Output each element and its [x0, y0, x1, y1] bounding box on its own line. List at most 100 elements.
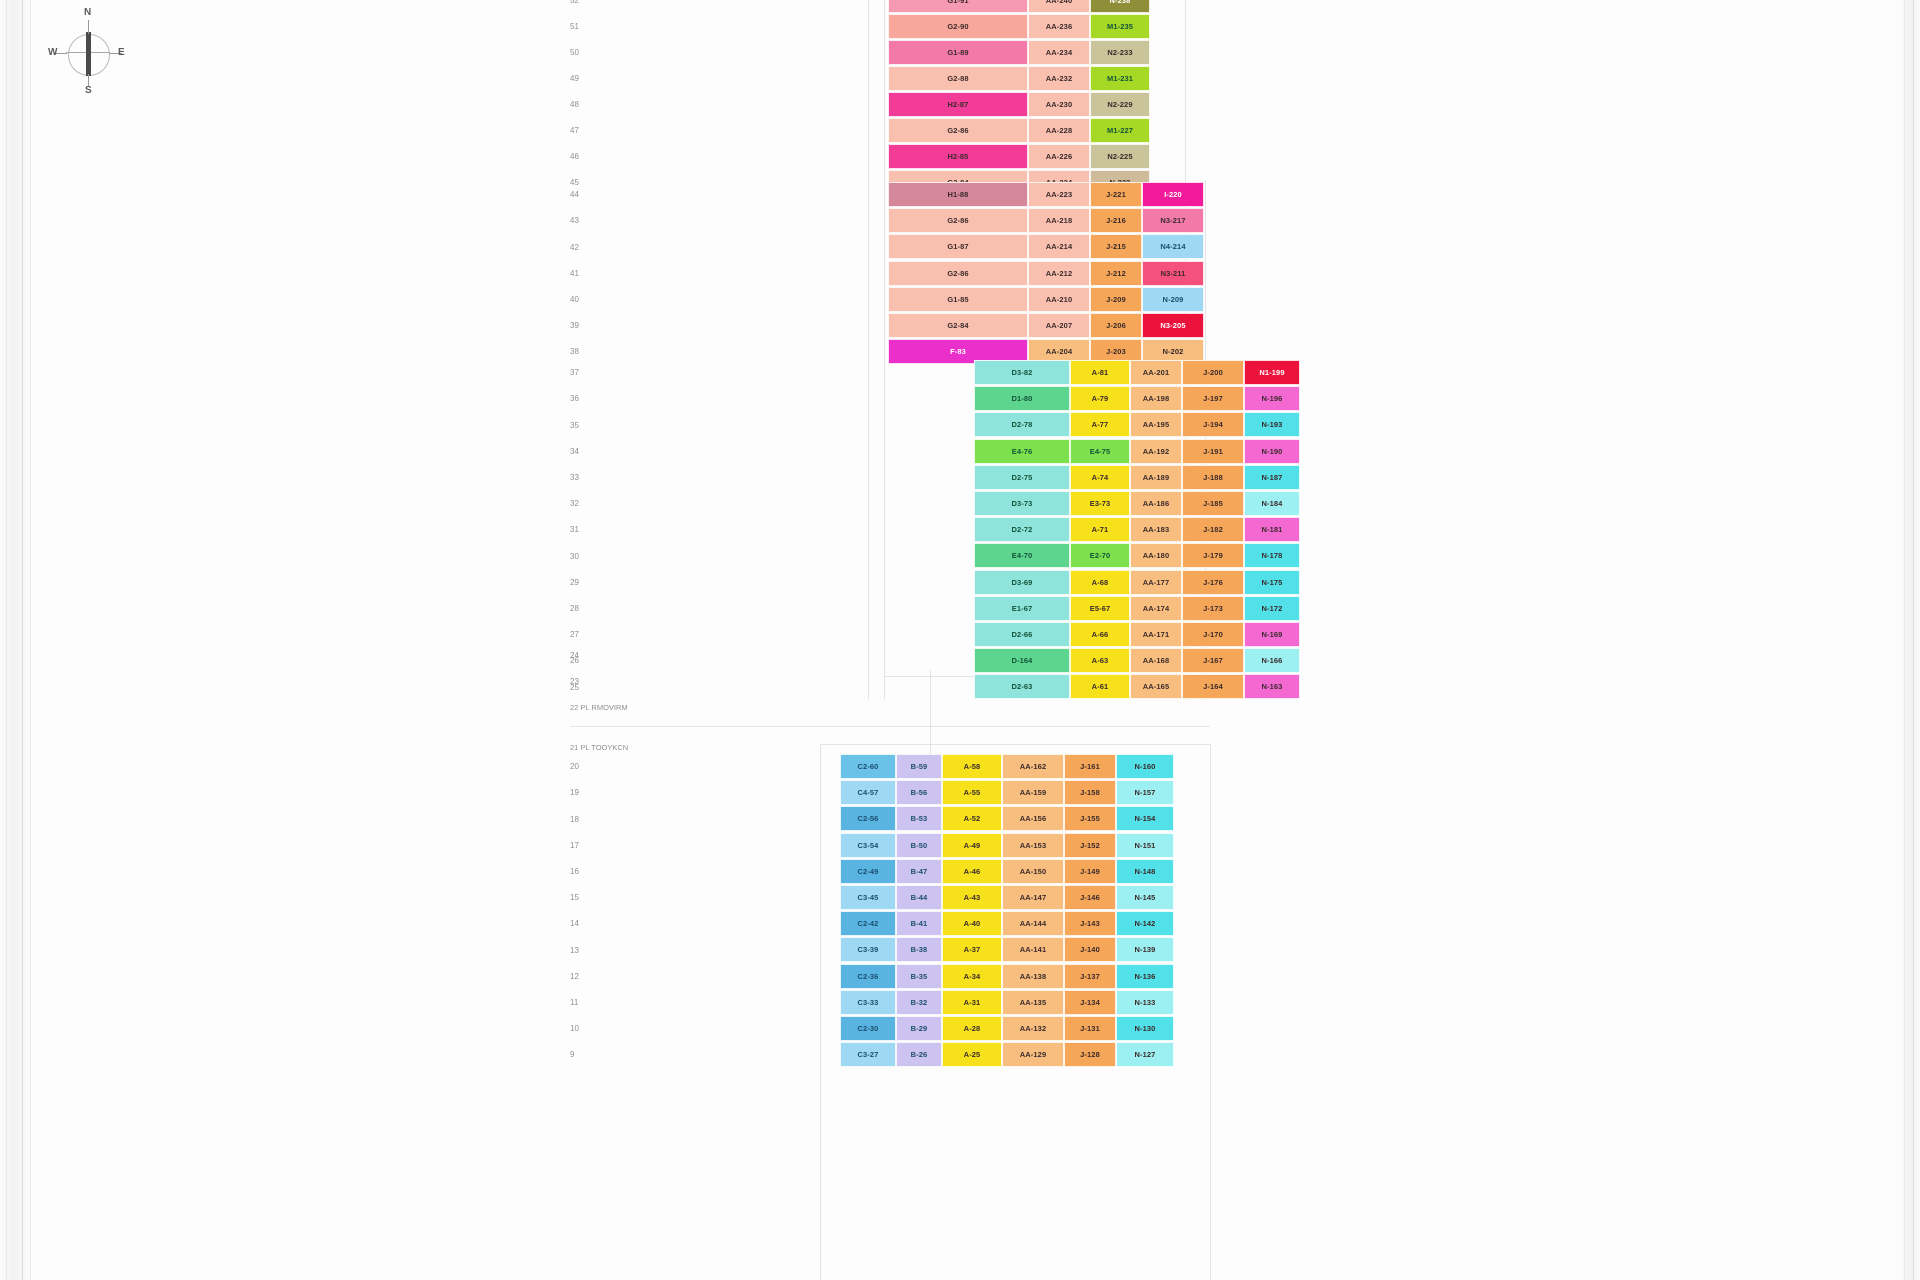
plot-cell[interactable]: AA-129 [1002, 1042, 1064, 1068]
plot-cell[interactable]: N2-233 [1090, 40, 1150, 65]
plot-cell[interactable]: N-151 [1116, 832, 1174, 858]
plot-cell[interactable]: C2-60 [840, 754, 896, 779]
plot-cell[interactable]: G1-89 [888, 40, 1028, 65]
plot-cell[interactable]: J-170 [1182, 622, 1244, 647]
plot-cell[interactable]: N-139 [1116, 937, 1174, 963]
table-row[interactable]: E1-67 E5-67 AA-174 J-173 N-172 [868, 595, 1300, 621]
plot-cell[interactable]: M1-235 [1090, 14, 1150, 39]
plot-cell[interactable]: D-164 [974, 648, 1070, 674]
plot-cell[interactable]: E5-67 [1070, 595, 1130, 621]
plot-cell[interactable]: AA-236 [1028, 14, 1090, 39]
plot-cell[interactable]: J-146 [1064, 885, 1116, 910]
plot-cell[interactable]: A-66 [1070, 622, 1130, 647]
plot-cell[interactable]: J-158 [1064, 780, 1116, 806]
plot-cell[interactable]: A-37 [942, 937, 1002, 963]
table-row[interactable]: C2-30 B-29 A-28 AA-132 J-131 N-130 [840, 1016, 1174, 1041]
plot-cell[interactable]: N1-199 [1244, 360, 1300, 385]
plot-cell[interactable]: C3-54 [840, 832, 896, 858]
plot-cell[interactable]: G2-86 [888, 260, 1028, 286]
plot-cell[interactable]: C2-36 [840, 963, 896, 989]
plot-cell[interactable]: N-163 [1244, 674, 1300, 700]
plot-cell[interactable]: D1-80 [974, 386, 1070, 412]
plot-cell[interactable]: AA-138 [1002, 963, 1064, 989]
plot-cell[interactable]: N-130 [1116, 1016, 1174, 1041]
plot-cell[interactable]: N-157 [1116, 780, 1174, 806]
plot-cell[interactable]: AA-226 [1028, 144, 1090, 169]
plot-cell[interactable]: N-178 [1244, 543, 1300, 569]
plot-cell[interactable]: AA-240 [1028, 0, 1090, 13]
plot-cell[interactable]: J-140 [1064, 937, 1116, 963]
plot-cell[interactable]: J-134 [1064, 989, 1116, 1015]
plot-cell[interactable]: AA-223 [1028, 182, 1090, 207]
table-row[interactable]: H2-85 AA-226 N2-225 [888, 144, 1150, 169]
plot-cell[interactable]: A-43 [942, 885, 1002, 910]
table-row[interactable]: D2-66 A-66 AA-171 J-170 N-169 [868, 622, 1300, 647]
plot-cell[interactable]: N-142 [1116, 911, 1174, 937]
plot-cell[interactable]: G2-86 [888, 118, 1028, 143]
table-row[interactable]: C3-33 B-32 A-31 AA-135 J-134 N-133 [840, 989, 1174, 1015]
table-row[interactable]: C4-57 B-56 A-55 AA-159 J-158 N-157 [840, 780, 1174, 806]
plot-cell[interactable]: AA-230 [1028, 92, 1090, 117]
plot-cell[interactable]: C2-42 [840, 911, 896, 937]
plot-cell[interactable]: J-173 [1182, 595, 1244, 621]
plot-cell[interactable]: N-154 [1116, 806, 1174, 832]
plot-cell[interactable]: J-182 [1182, 517, 1244, 543]
plot-cell[interactable]: AA-189 [1130, 464, 1182, 490]
plot-cell[interactable]: J-149 [1064, 858, 1116, 884]
plot-cell[interactable]: AA-168 [1130, 648, 1182, 674]
plot-cell[interactable]: G2-88 [888, 66, 1028, 91]
plot-cell[interactable]: M1-231 [1090, 66, 1150, 91]
plot-cell[interactable]: J-209 [1090, 286, 1142, 312]
plot-cell[interactable]: AA-232 [1028, 66, 1090, 91]
plot-cell[interactable]: J-176 [1182, 569, 1244, 595]
plot-cell[interactable]: C3-39 [840, 937, 896, 963]
plot-cell[interactable]: N3-217 [1142, 208, 1204, 234]
plot-cell[interactable]: AA-153 [1002, 832, 1064, 858]
table-row[interactable]: D2-78 A-77 AA-195 J-194 N-193 [868, 412, 1300, 438]
plot-cell[interactable]: N-238 [1090, 0, 1150, 13]
table-row[interactable]: G2-90 AA-236 M1-235 [888, 14, 1150, 39]
plot-cell[interactable]: AA-174 [1130, 595, 1182, 621]
plot-cell[interactable]: A-74 [1070, 464, 1130, 490]
plot-cell[interactable]: A-68 [1070, 569, 1130, 595]
plot-cell[interactable]: J-164 [1182, 674, 1244, 700]
plot-cell[interactable]: AA-207 [1028, 313, 1090, 338]
table-row[interactable]: D2-75 A-74 AA-189 J-188 N-187 [868, 464, 1300, 490]
table-row[interactable]: C2-56 B-53 A-52 AA-156 J-155 N-154 [840, 806, 1174, 832]
plot-cell[interactable]: J-143 [1064, 911, 1116, 937]
plot-cell[interactable]: B-47 [896, 858, 942, 884]
plot-cell[interactable]: AA-135 [1002, 989, 1064, 1015]
plot-cell[interactable]: AA-156 [1002, 806, 1064, 832]
table-row[interactable]: D3-69 A-68 AA-177 J-176 N-175 [868, 569, 1300, 595]
plot-cell[interactable]: E4-76 [974, 438, 1070, 464]
plot-cell[interactable]: A-81 [1070, 360, 1130, 385]
plot-cell[interactable]: A-79 [1070, 386, 1130, 412]
plot-cell[interactable]: B-56 [896, 780, 942, 806]
plot-cell[interactable]: I-220 [1142, 182, 1204, 207]
plot-cell[interactable]: J-221 [1090, 182, 1142, 207]
plot-cell[interactable]: J-131 [1064, 1016, 1116, 1041]
plot-cell[interactable]: AA-234 [1028, 40, 1090, 65]
table-row[interactable]: D3-73 E3-73 AA-186 J-185 N-184 [868, 491, 1300, 516]
plot-cell[interactable]: J-179 [1182, 543, 1244, 569]
plot-cell[interactable]: AA-183 [1130, 517, 1182, 543]
plot-cell[interactable]: H2-87 [888, 92, 1028, 117]
table-row[interactable]: D1-80 A-79 AA-198 J-197 N-196 [868, 386, 1300, 412]
table-row[interactable]: G2-86 AA-212 J-212 N3-211 [888, 260, 1204, 286]
plot-cell[interactable]: B-59 [896, 754, 942, 779]
plot-cell[interactable]: J-152 [1064, 832, 1116, 858]
plot-cell[interactable]: N-160 [1116, 754, 1174, 779]
plot-cell[interactable]: H2-85 [888, 144, 1028, 169]
plot-cell[interactable]: AA-192 [1130, 438, 1182, 464]
table-row[interactable]: G2-88 AA-232 M1-231 [888, 66, 1150, 91]
plot-cell[interactable]: A-52 [942, 806, 1002, 832]
plot-cell[interactable]: A-46 [942, 858, 1002, 884]
plot-cell[interactable]: N-172 [1244, 595, 1300, 621]
table-row[interactable]: D-164 A-63 AA-168 J-167 N-166 [868, 648, 1300, 674]
plot-cell[interactable]: AA-212 [1028, 260, 1090, 286]
plot-cell[interactable]: N-193 [1244, 412, 1300, 438]
plot-cell[interactable]: D3-73 [974, 491, 1070, 516]
plot-cell[interactable]: AA-171 [1130, 622, 1182, 647]
plot-cell[interactable]: J-155 [1064, 806, 1116, 832]
plot-cell[interactable]: D3-69 [974, 569, 1070, 595]
